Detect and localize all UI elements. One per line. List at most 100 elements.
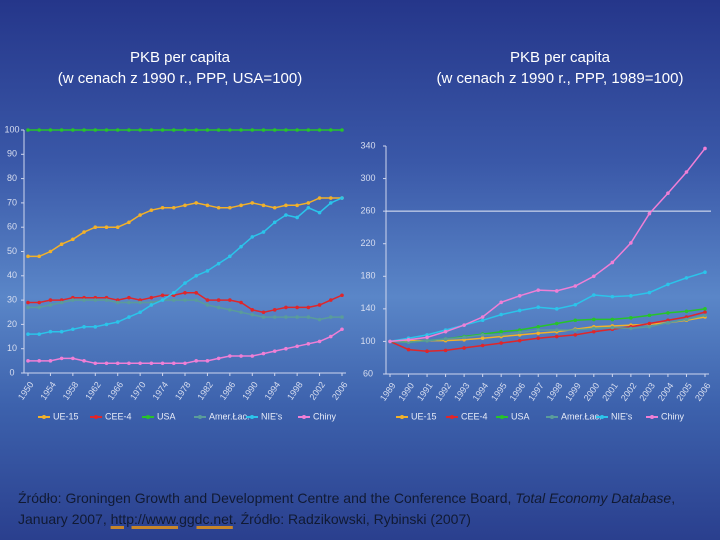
data-point bbox=[666, 311, 670, 315]
data-point bbox=[480, 315, 485, 319]
data-point bbox=[26, 128, 30, 132]
data-point bbox=[194, 201, 199, 205]
data-point bbox=[261, 203, 266, 208]
data-point bbox=[295, 128, 299, 132]
legend-marker bbox=[550, 415, 554, 419]
x-tick-label: 1962 bbox=[83, 380, 103, 402]
data-point bbox=[328, 196, 333, 200]
data-point bbox=[388, 339, 392, 344]
data-point bbox=[71, 356, 75, 361]
legend-label: CEE-4 bbox=[461, 411, 488, 421]
data-point bbox=[228, 205, 232, 210]
y-tick-label: 340 bbox=[360, 140, 375, 150]
x-tick-label: 2003 bbox=[637, 381, 657, 403]
data-point bbox=[536, 288, 541, 292]
legend-label: NIE's bbox=[611, 411, 633, 421]
data-point bbox=[328, 201, 333, 205]
data-point bbox=[610, 325, 615, 330]
data-point bbox=[306, 201, 311, 205]
data-point bbox=[629, 294, 633, 298]
data-point bbox=[536, 331, 541, 336]
data-point bbox=[138, 361, 142, 366]
data-point bbox=[573, 328, 578, 332]
source-link[interactable]: http://www.ggdc.net bbox=[110, 511, 233, 527]
data-point bbox=[115, 128, 120, 132]
data-point bbox=[239, 128, 243, 132]
data-point bbox=[104, 225, 109, 229]
data-point bbox=[250, 128, 255, 132]
data-point bbox=[499, 312, 503, 317]
data-point bbox=[443, 337, 448, 341]
data-point bbox=[250, 201, 255, 205]
data-point bbox=[71, 237, 75, 242]
y-tick-label: 60 bbox=[363, 368, 373, 378]
data-point bbox=[228, 298, 232, 302]
x-tick-label: 1994 bbox=[263, 380, 283, 402]
x-tick-label: 1989 bbox=[378, 381, 398, 403]
data-point bbox=[71, 128, 75, 132]
data-point bbox=[93, 361, 98, 366]
data-point bbox=[59, 329, 64, 334]
legend-marker bbox=[400, 415, 404, 419]
data-point bbox=[610, 317, 615, 322]
data-point bbox=[647, 290, 652, 295]
x-tick-label: 1990 bbox=[240, 380, 260, 402]
data-point bbox=[592, 317, 596, 322]
data-point bbox=[272, 220, 277, 225]
data-point bbox=[138, 310, 142, 315]
data-point bbox=[104, 298, 109, 302]
data-point bbox=[703, 307, 707, 311]
x-tick-label: 1966 bbox=[106, 380, 126, 402]
data-point bbox=[647, 211, 652, 216]
data-point bbox=[48, 303, 53, 307]
data-point bbox=[183, 361, 187, 366]
data-point bbox=[284, 305, 288, 310]
data-point bbox=[592, 329, 596, 334]
data-point bbox=[480, 336, 485, 340]
chart-title: PKB per capita bbox=[510, 49, 611, 66]
data-point bbox=[82, 128, 86, 132]
data-point bbox=[26, 332, 30, 336]
data-point bbox=[115, 300, 120, 305]
data-point bbox=[536, 328, 541, 332]
x-tick-label: 1982 bbox=[195, 380, 215, 402]
data-point bbox=[306, 342, 311, 346]
data-point bbox=[228, 308, 232, 312]
x-tick-label: 1996 bbox=[508, 381, 528, 403]
data-point bbox=[239, 203, 243, 208]
data-point bbox=[306, 128, 311, 132]
data-point bbox=[127, 128, 131, 132]
x-tick-label: 1970 bbox=[128, 380, 148, 402]
legend-marker bbox=[650, 415, 654, 419]
data-point bbox=[127, 220, 131, 225]
data-point bbox=[149, 128, 154, 132]
data-point bbox=[205, 298, 210, 302]
y-tick-label: 100 bbox=[4, 124, 19, 134]
data-point bbox=[406, 347, 411, 352]
data-point bbox=[48, 298, 53, 302]
data-point bbox=[517, 308, 522, 313]
data-point bbox=[216, 128, 221, 132]
y-tick-label: 90 bbox=[7, 149, 17, 159]
data-point bbox=[37, 128, 42, 132]
data-point bbox=[328, 315, 333, 319]
data-point bbox=[517, 330, 522, 335]
data-point bbox=[37, 300, 42, 305]
data-point bbox=[340, 315, 344, 319]
data-point bbox=[171, 205, 176, 210]
legend-marker bbox=[198, 415, 202, 419]
data-point bbox=[138, 300, 142, 305]
legend-marker bbox=[302, 415, 306, 419]
series-line bbox=[389, 311, 706, 352]
data-point bbox=[684, 276, 689, 280]
y-tick-label: 50 bbox=[7, 246, 17, 256]
data-point bbox=[183, 298, 187, 302]
data-point bbox=[216, 305, 221, 310]
data-point bbox=[26, 359, 30, 363]
data-point bbox=[610, 294, 615, 299]
data-point bbox=[115, 320, 120, 324]
data-point bbox=[272, 205, 277, 210]
source-text: , January 2007, bbox=[18, 490, 676, 527]
data-point bbox=[82, 359, 86, 363]
data-point bbox=[284, 203, 288, 208]
